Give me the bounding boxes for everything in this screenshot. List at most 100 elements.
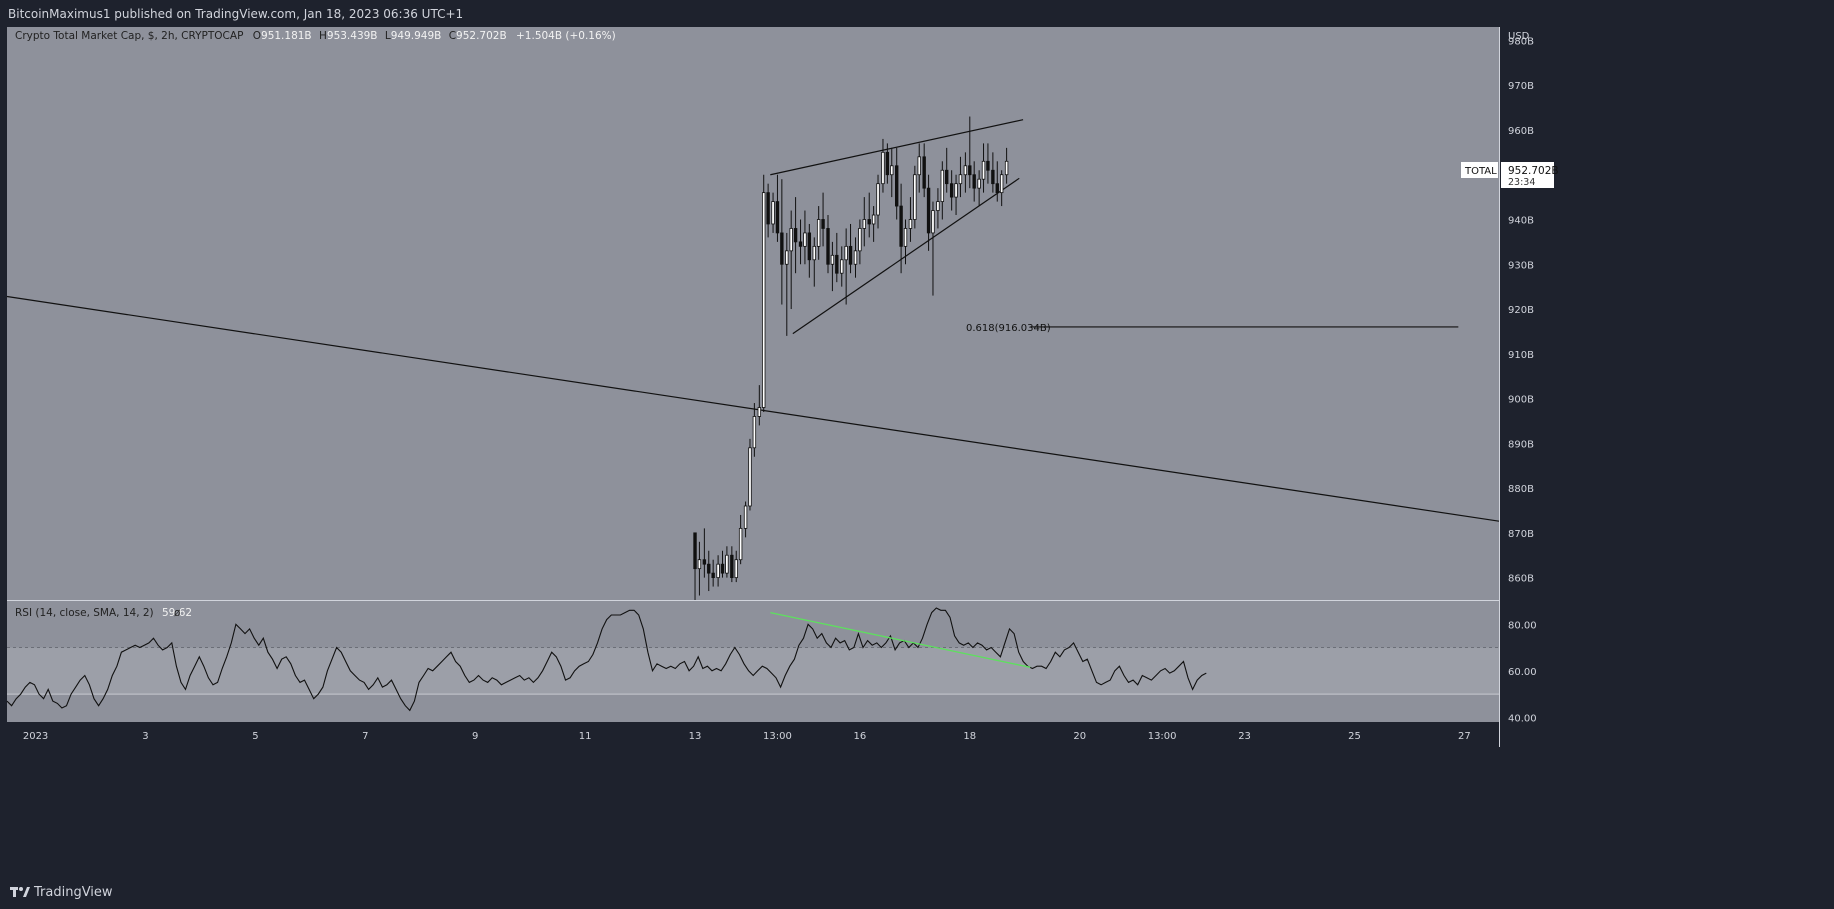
- candle-body: [748, 447, 752, 507]
- close-label: C: [449, 30, 456, 42]
- candle-body: [702, 559, 707, 565]
- candle: [840, 246, 844, 287]
- candle-body: [738, 527, 743, 561]
- price-tick-label: 920B: [1508, 305, 1534, 316]
- chart-background: [7, 27, 1499, 600]
- candle: [931, 201, 935, 296]
- candle: [895, 147, 899, 220]
- candle: [926, 174, 931, 251]
- candle: [871, 206, 876, 242]
- candle: [780, 179, 784, 305]
- time-tick-label: 20: [1073, 731, 1086, 742]
- price-tag-value: 952.702B: [1508, 165, 1559, 177]
- fib-label: 0.618(916.034B): [966, 323, 1051, 334]
- symbol-tag-name: TOTAL: [1464, 166, 1497, 177]
- candle-body: [789, 228, 793, 252]
- candle: [707, 550, 711, 592]
- brand-name: TradingView: [34, 885, 113, 900]
- high-label: H: [319, 30, 327, 42]
- candle-body: [840, 259, 844, 274]
- currency-label: USD: [1508, 31, 1530, 42]
- candle-body: [881, 151, 885, 185]
- candle: [908, 197, 913, 242]
- candle: [789, 210, 793, 310]
- candle: [697, 541, 702, 596]
- candle-body: [807, 232, 812, 261]
- hidden-eye-icon[interactable]: ø: [174, 607, 181, 619]
- rsi-legend[interactable]: RSI (14, close, SMA, 14, 2) 59.62 ø: [15, 607, 192, 619]
- candle-body: [730, 554, 734, 579]
- price-tick-label: 980B: [1508, 36, 1534, 47]
- candle: [949, 170, 954, 211]
- candle: [738, 514, 743, 565]
- time-tick-label: 11: [579, 731, 592, 742]
- wedge-upper-line[interactable]: [770, 119, 1024, 176]
- candle-body: [958, 174, 963, 185]
- candle-body: [844, 245, 848, 261]
- price-tag-countdown: 23:34: [1508, 177, 1535, 188]
- symbol-tag: [1461, 162, 1498, 178]
- candle-body: [848, 245, 853, 265]
- candle: [844, 228, 848, 305]
- candle: [858, 219, 862, 265]
- symbol-title: Crypto Total Market Cap, $, 2h, CRYPTOCA…: [15, 30, 243, 42]
- candle: [881, 138, 885, 193]
- candle: [958, 156, 963, 198]
- price-tick-label: 860B: [1508, 574, 1534, 585]
- candle-body: [734, 559, 738, 579]
- close-value: 952.702B: [456, 30, 507, 42]
- time-tick-label: 3: [142, 731, 148, 742]
- candle-body: [931, 210, 935, 234]
- candle: [1004, 147, 1009, 184]
- candle: [757, 385, 762, 426]
- long-descending-line[interactable]: [6, 295, 1500, 522]
- candle-body: [995, 183, 999, 194]
- price-tick-label: 870B: [1508, 529, 1534, 540]
- candle-body: [867, 219, 871, 225]
- candle-body: [812, 245, 816, 261]
- candle-body: [895, 165, 899, 207]
- candle-body: [757, 407, 762, 417]
- rsi-axis[interactable]: 80.00 60.00 40.00: [1508, 620, 1537, 724]
- wedge-lower-line[interactable]: [792, 177, 1020, 335]
- rsi-value: 59.62: [162, 607, 192, 619]
- price-tick-label: 930B: [1508, 260, 1534, 271]
- change-value: +1.504B (+0.16%): [516, 30, 616, 42]
- candle-body: [830, 254, 835, 265]
- candle-body: [908, 219, 913, 229]
- candle-body: [711, 572, 715, 579]
- rsi-band: [7, 647, 1499, 695]
- candle: [830, 241, 835, 292]
- candle-body: [803, 232, 807, 247]
- candle-body: [871, 214, 876, 225]
- candle: [903, 219, 908, 265]
- candle: [999, 170, 1004, 207]
- candle: [766, 183, 770, 238]
- price-axis[interactable]: 980B970B960B950B940B930B920B910B900B890B…: [1508, 36, 1534, 584]
- time-tick-label: 9: [472, 731, 478, 742]
- candle-body: [862, 219, 866, 229]
- candle-body: [954, 183, 958, 198]
- candle-body: [858, 228, 862, 252]
- candle: [734, 550, 738, 583]
- low-value: 949.949B: [391, 30, 442, 42]
- time-axis[interactable]: 2023 3 5 7 9 11 13 13:00 16 18 20 13:00 23 25 27: [23, 731, 1471, 742]
- time-tick-label: 27: [1458, 731, 1471, 742]
- candle-body: [707, 563, 711, 574]
- candle: [917, 143, 921, 193]
- candle: [730, 546, 734, 583]
- candle: [812, 237, 816, 287]
- candle-body: [926, 187, 931, 234]
- rsi-divergence-line[interactable]: [770, 611, 1031, 668]
- time-tick-label: 13:00: [1148, 731, 1177, 742]
- candle-body: [977, 178, 981, 189]
- time-tick-label: 23: [1238, 731, 1251, 742]
- candle: [803, 210, 807, 265]
- candle: [748, 438, 752, 511]
- candle-body: [793, 228, 798, 243]
- last-price-tag: TOTAL 952.702B 23:34: [1461, 162, 1559, 188]
- candle: [835, 232, 839, 283]
- candle: [862, 197, 866, 247]
- price-chart[interactable]: Crypto Total Market Cap, $, 2h, CRYPTOCA…: [0, 27, 1834, 875]
- symbol-legend[interactable]: Crypto Total Market Cap, $, 2h, CRYPTOCA…: [15, 30, 616, 42]
